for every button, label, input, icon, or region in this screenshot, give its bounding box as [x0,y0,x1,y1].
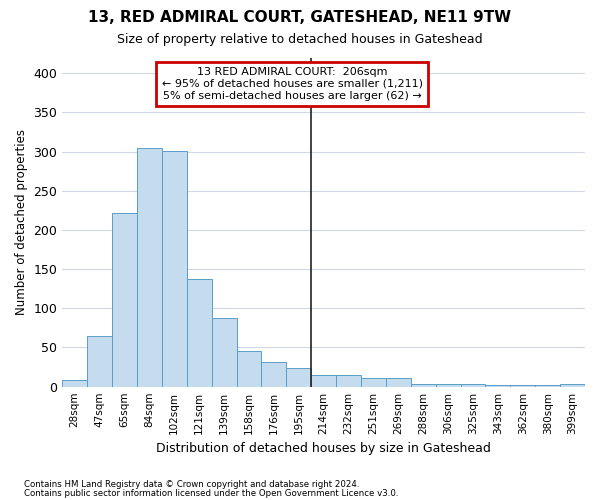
Bar [112,212,137,386]
Bar [62,380,87,386]
Bar [87,336,112,386]
Bar [560,384,585,386]
Bar [137,148,162,386]
Bar [212,318,236,386]
Bar [262,362,286,386]
Bar [411,384,436,386]
Bar [311,375,336,386]
Bar [162,151,187,386]
Bar [485,385,511,386]
Bar [187,278,212,386]
Text: Size of property relative to detached houses in Gateshead: Size of property relative to detached ho… [117,32,483,46]
Bar [535,385,560,386]
X-axis label: Distribution of detached houses by size in Gateshead: Distribution of detached houses by size … [156,442,491,455]
Bar [336,375,361,386]
Text: 13 RED ADMIRAL COURT:  206sqm
← 95% of detached houses are smaller (1,211)
5% of: 13 RED ADMIRAL COURT: 206sqm ← 95% of de… [162,68,423,100]
Text: Contains public sector information licensed under the Open Government Licence v3: Contains public sector information licen… [24,488,398,498]
Bar [436,384,461,386]
Y-axis label: Number of detached properties: Number of detached properties [15,129,28,315]
Bar [511,385,535,386]
Bar [461,384,485,386]
Bar [236,350,262,386]
Bar [286,368,311,386]
Bar [386,378,411,386]
Text: 13, RED ADMIRAL COURT, GATESHEAD, NE11 9TW: 13, RED ADMIRAL COURT, GATESHEAD, NE11 9… [88,10,512,25]
Bar [361,378,386,386]
Text: Contains HM Land Registry data © Crown copyright and database right 2024.: Contains HM Land Registry data © Crown c… [24,480,359,489]
